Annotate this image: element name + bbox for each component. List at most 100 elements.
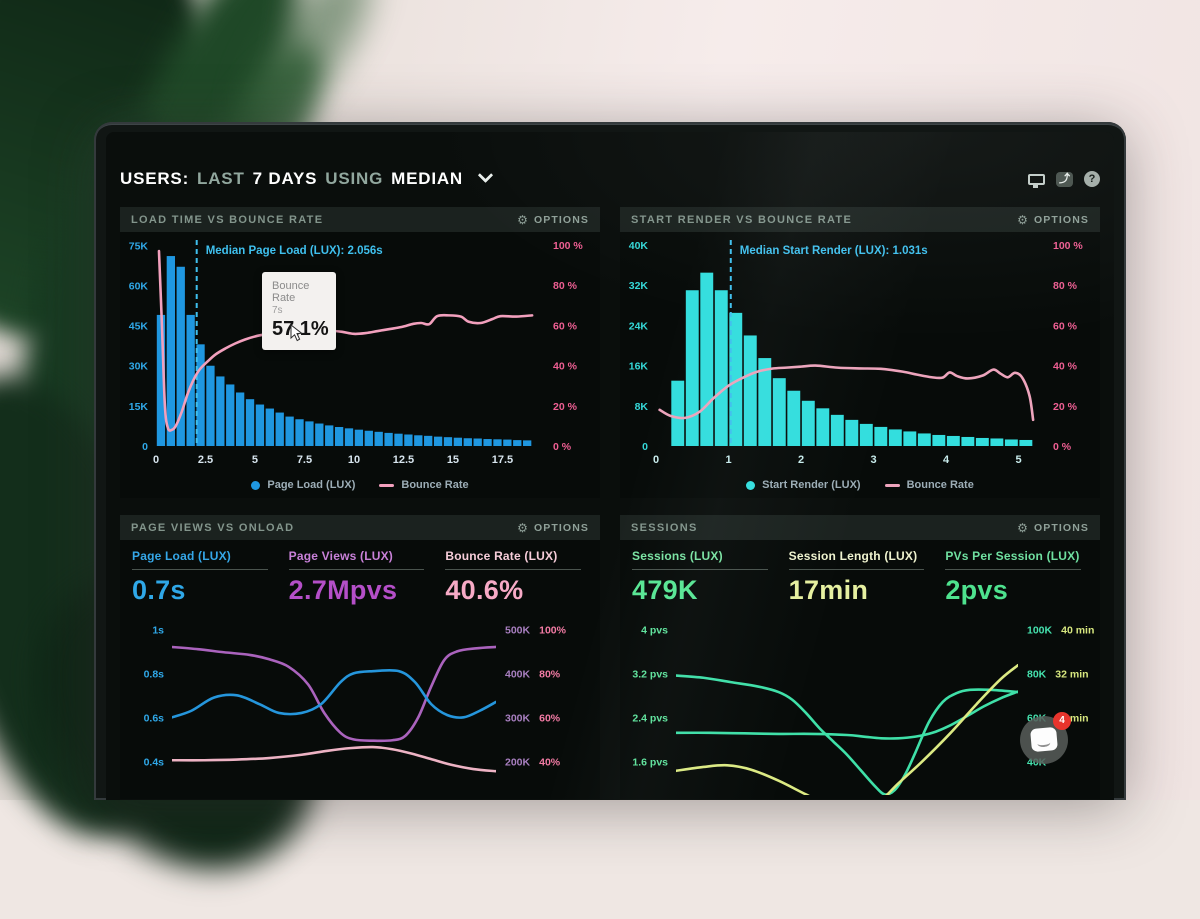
svg-text:5: 5 [252, 454, 258, 466]
bars-lt [157, 256, 532, 446]
svg-text:100 %: 100 % [1053, 240, 1083, 252]
panel-title-bar: LOAD TIME VS BOUNCE RATE ⚙ OPTIONS [120, 207, 600, 232]
chat-widget-button[interactable]: 4 [1020, 716, 1068, 764]
metric-page-views[interactable]: Page Views (LUX) 2.7Mpvs [289, 549, 432, 606]
panel-title: PAGE VIEWS VS ONLOAD [131, 522, 294, 534]
tooltip-series: Bounce Rate [272, 280, 326, 304]
svg-text:5: 5 [1016, 454, 1022, 466]
svg-text:40 %: 40 % [1053, 361, 1078, 373]
svg-text:2: 2 [798, 454, 804, 466]
metric-pvs-per-session[interactable]: PVs Per Session (LUX) 2pvs [945, 549, 1088, 606]
svg-text:15K: 15K [129, 401, 149, 413]
panel-title-bar: SESSIONS ⚙ OPTIONS [620, 515, 1100, 540]
series-Bounce Rate [172, 747, 496, 771]
metric-underline [789, 569, 925, 570]
chart-legend: Start Render (LUX) Bounce Rate [620, 472, 1100, 498]
start-render-chart[interactable]: Median Start Render (LUX): 1.031s 40K 32K 2… [620, 232, 1100, 472]
chat-bubble-icon [1030, 727, 1058, 752]
svg-text:1.6 pvs: 1.6 pvs [632, 756, 668, 768]
metric-value: 2.7Mpvs [289, 575, 432, 606]
options-button[interactable]: ⚙ OPTIONS [1017, 214, 1089, 226]
svg-text:12.5: 12.5 [393, 454, 414, 466]
svg-text:8K: 8K [635, 401, 649, 413]
svg-text:24K: 24K [629, 320, 649, 332]
svg-text:20 %: 20 % [1053, 401, 1078, 413]
svg-text:2.5: 2.5 [198, 454, 213, 466]
metric-bounce-rate[interactable]: Bounce Rate (LUX) 40.6% [445, 549, 588, 606]
panel-title-bar: PAGE VIEWS VS ONLOAD ⚙ OPTIONS [120, 515, 600, 540]
metric-row: Sessions (LUX) 479K Session Length (LUX)… [620, 540, 1100, 609]
line-marker-icon [885, 484, 900, 487]
svg-text:60 %: 60 % [553, 320, 578, 332]
legend-start-render[interactable]: Start Render (LUX) [746, 479, 860, 491]
chart-legend: Page Load (LUX) Bounce Rate [120, 472, 600, 498]
panel-grid: LOAD TIME VS BOUNCE RATE ⚙ OPTIONS Media… [120, 207, 1100, 799]
svg-text:0.4s: 0.4s [144, 756, 165, 768]
panel-title-bar: START RENDER VS BOUNCE RATE ⚙ OPTIONS [620, 207, 1100, 232]
svg-text:40K: 40K [629, 240, 649, 252]
metric-page-load[interactable]: Page Load (LUX) 0.7s [132, 549, 275, 606]
legend-bounce-rate[interactable]: Bounce Rate [885, 479, 974, 491]
laptop-screen: USERS: LAST 7 DAYS USING MEDIAN ⤴ ? LOAD… [106, 132, 1114, 800]
options-button[interactable]: ⚙ OPTIONS [1017, 522, 1089, 534]
legend-page-load[interactable]: Page Load (LUX) [251, 479, 355, 491]
panel-load-time-vs-bounce-rate: LOAD TIME VS BOUNCE RATE ⚙ OPTIONS Media… [120, 207, 600, 498]
panel-title: SESSIONS [631, 522, 698, 534]
svg-text:1s: 1s [152, 624, 164, 636]
chat-badge: 4 [1053, 712, 1071, 730]
gear-icon: ⚙ [517, 522, 529, 534]
legend-bounce-rate[interactable]: Bounce Rate [379, 479, 468, 491]
svg-text:Median Page Load (LUX): 2.056s: Median Page Load (LUX): 2.056s [206, 245, 383, 257]
display-icon[interactable] [1027, 171, 1045, 187]
gear-icon: ⚙ [1017, 522, 1029, 534]
options-button[interactable]: ⚙ OPTIONS [517, 214, 589, 226]
svg-text:0.6s: 0.6s [144, 712, 165, 724]
aggregation-label: MEDIAN [391, 169, 463, 189]
load-time-chart[interactable]: Median Page Load (LUX): 2.056s75K60K45K3… [120, 232, 600, 472]
days-label: 7 DAYS [253, 169, 318, 189]
panel-title: START RENDER VS BOUNCE RATE [631, 214, 852, 226]
tooltip-bucket: 7s [272, 305, 326, 316]
svg-text:3: 3 [871, 454, 877, 466]
svg-text:0: 0 [153, 454, 159, 466]
svg-text:0 %: 0 % [553, 441, 572, 453]
using-label: USING [325, 169, 383, 189]
metric-sessions[interactable]: Sessions (LUX) 479K [632, 549, 775, 606]
svg-text:32K: 32K [629, 280, 649, 292]
users-range-dropdown[interactable]: USERS: LAST 7 DAYS USING MEDIAN [120, 169, 491, 189]
mouse-cursor-icon [290, 324, 305, 342]
series-Page Views [172, 647, 496, 741]
metric-value: 40.6% [445, 575, 588, 606]
svg-text:100 %: 100 % [553, 240, 583, 252]
gear-icon: ⚙ [1017, 214, 1029, 226]
svg-text:0: 0 [642, 441, 648, 453]
range-label: LAST [197, 169, 245, 189]
options-button[interactable]: ⚙ OPTIONS [517, 522, 589, 534]
share-icon[interactable]: ⤴ [1056, 172, 1073, 187]
panel-start-render-vs-bounce-rate: START RENDER VS BOUNCE RATE ⚙ OPTIONS Me… [620, 207, 1100, 498]
svg-text:80 %: 80 % [1053, 280, 1078, 292]
svg-text:4 pvs: 4 pvs [641, 624, 668, 636]
svg-text:15: 15 [447, 454, 459, 466]
svg-text:Median Start Render (LUX): 1.0: Median Start Render (LUX): 1.031s [740, 245, 928, 257]
svg-text:20 %: 20 % [553, 401, 578, 413]
header-icons: ⤴ ? [1027, 171, 1100, 187]
dashboard-header: USERS: LAST 7 DAYS USING MEDIAN ⤴ ? [120, 166, 1100, 192]
svg-text:40 %: 40 % [553, 361, 578, 373]
metric-session-length[interactable]: Session Length (LUX) 17min [789, 549, 932, 606]
metric-row: Page Load (LUX) 0.7s Page Views (LUX) 2.… [120, 540, 600, 609]
help-icon[interactable]: ? [1084, 171, 1100, 187]
svg-text:3.2 pvs: 3.2 pvs [632, 668, 668, 680]
svg-text:0: 0 [142, 441, 148, 453]
svg-text:60 %: 60 % [1053, 320, 1078, 332]
users-label: USERS: [120, 169, 189, 189]
